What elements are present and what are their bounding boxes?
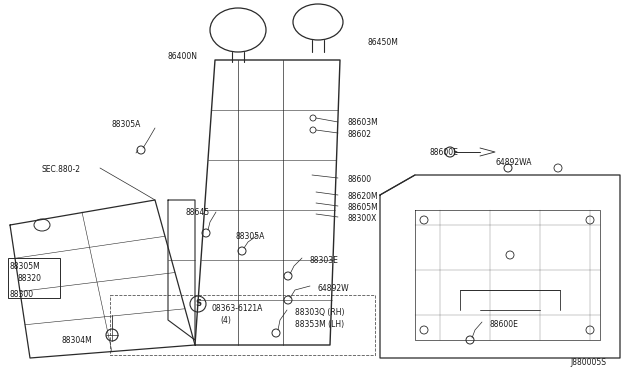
Text: 86400N: 86400N xyxy=(168,52,198,61)
Text: 88303E: 88303E xyxy=(310,256,339,265)
Text: 88620M: 88620M xyxy=(348,192,379,201)
Text: 86450M: 86450M xyxy=(368,38,399,47)
Text: 88305M: 88305M xyxy=(10,262,41,271)
Text: 88305A: 88305A xyxy=(236,232,266,241)
Bar xyxy=(110,295,375,355)
Text: 88600E: 88600E xyxy=(490,320,519,329)
Text: 64892WA: 64892WA xyxy=(495,158,531,167)
Bar xyxy=(8,258,60,298)
Text: 88304M: 88304M xyxy=(62,336,93,345)
Text: 88602: 88602 xyxy=(348,130,372,139)
Text: 88603M: 88603M xyxy=(348,118,379,127)
Text: 88353M (LH): 88353M (LH) xyxy=(295,320,344,329)
Text: 88645: 88645 xyxy=(186,208,210,217)
Text: 64892W: 64892W xyxy=(318,284,349,293)
Text: (4): (4) xyxy=(220,316,231,325)
Text: J880005S: J880005S xyxy=(570,358,606,367)
Text: 88600: 88600 xyxy=(348,175,372,184)
Text: 88320: 88320 xyxy=(18,274,42,283)
Text: 88300: 88300 xyxy=(10,290,34,299)
Text: SEC.880-2: SEC.880-2 xyxy=(42,165,81,174)
Text: S: S xyxy=(195,299,201,308)
Text: 88600E: 88600E xyxy=(430,148,459,157)
Text: 88605M: 88605M xyxy=(348,203,379,212)
Text: 88303Q (RH): 88303Q (RH) xyxy=(295,308,344,317)
Text: 88300X: 88300X xyxy=(348,214,378,223)
Text: 08363-6121A: 08363-6121A xyxy=(212,304,264,313)
Text: 88305A: 88305A xyxy=(112,120,141,129)
